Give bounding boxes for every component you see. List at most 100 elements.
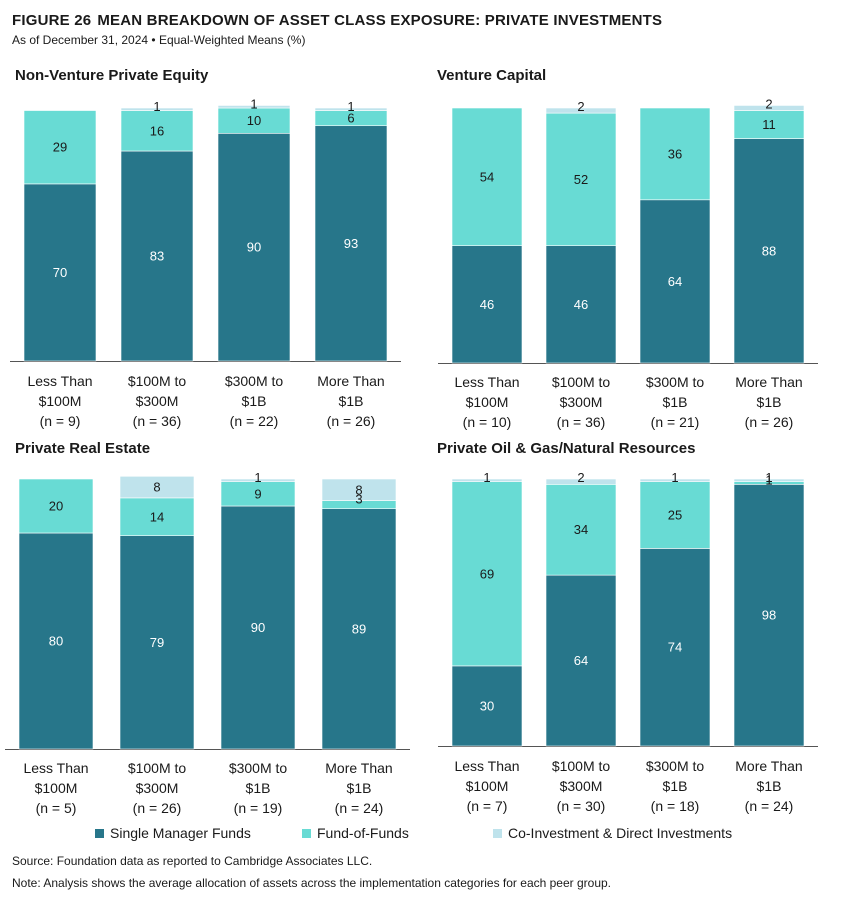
bar-segment-co-investment: [733, 478, 805, 482]
category-tick-label: $100M to: [552, 374, 611, 390]
data-label-fund-of-funds: 16: [150, 123, 164, 138]
category-count-label: (n = 5): [36, 800, 77, 816]
data-label-co-investment: 1: [765, 470, 772, 485]
bar-segment-single-manager: [451, 245, 523, 364]
category-tick-label: $1B: [339, 393, 364, 409]
data-label-single-manager: 46: [574, 297, 588, 312]
category-tick-label: Less Than: [23, 760, 88, 776]
legend-item-fund-of-funds: Fund-of-Funds: [302, 825, 409, 841]
legend-swatch-co-investment: [493, 828, 502, 838]
figure-subtitle: As of December 31, 2024 • Equal-Weighted…: [12, 33, 306, 47]
footer-source: Source: Foundation data as reported to C…: [12, 854, 373, 868]
category-tick-label: $1B: [663, 394, 688, 410]
category-count-label: (n = 30): [557, 798, 606, 814]
bar-segment-single-manager: [23, 183, 97, 362]
data-label-co-investment: 1: [483, 470, 490, 485]
category-tick-label: $1B: [757, 394, 782, 410]
data-label-co-investment: 8: [153, 480, 160, 495]
bar-segment-fund-of-funds: [733, 110, 805, 139]
data-label-fund-of-funds: 3: [355, 492, 362, 507]
bar-segment-co-investment: [451, 478, 523, 482]
data-label-single-manager: 30: [480, 698, 494, 713]
footer-note: Note: Analysis shows the average allocat…: [12, 876, 611, 890]
category-tick-label: $300M: [136, 780, 179, 796]
category-count-label: (n = 22): [230, 413, 279, 429]
data-label-single-manager: 74: [668, 640, 682, 655]
category-count-label: (n = 24): [335, 800, 384, 816]
data-label-co-investment: 1: [347, 99, 354, 114]
data-label-fund-of-funds: 69: [480, 566, 494, 581]
bar-segment-co-investment: [120, 107, 194, 111]
category-tick-label: $300M to: [225, 373, 284, 389]
data-label-single-manager: 46: [480, 297, 494, 312]
data-label-fund-of-funds: 54: [480, 169, 494, 184]
category-count-label: (n = 21): [651, 414, 700, 430]
panel-title-venture-capital: Venture Capital: [437, 67, 547, 84]
bar-segment-co-investment: [321, 478, 397, 501]
data-label-fund-of-funds: 14: [150, 509, 164, 524]
category-tick-label: $100M: [39, 393, 82, 409]
legend-swatch-fund-of-funds: [302, 828, 311, 838]
category-count-label: (n = 9): [40, 413, 81, 429]
legend-item-single-manager: Single Manager Funds: [95, 825, 251, 841]
data-label-co-investment: 2: [577, 99, 584, 114]
data-label-single-manager: 64: [574, 653, 588, 668]
bar-segment-single-manager: [733, 138, 805, 364]
category-tick-label: $100M to: [128, 373, 187, 389]
data-label-single-manager: 79: [150, 635, 164, 650]
category-tick-label: $1B: [757, 778, 782, 794]
figure-title: FIGURE 26 MEAN BREAKDOWN OF ASSET CLASS E…: [12, 12, 662, 29]
bar-segment-single-manager: [545, 245, 617, 364]
legend: Single Manager Funds Fund-of-Funds Co-In…: [0, 825, 852, 845]
panel-title-non-venture-pe: Non-Venture Private Equity: [15, 67, 209, 84]
data-label-single-manager: 88: [762, 243, 776, 258]
category-tick-label: $300M: [136, 393, 179, 409]
data-label-fund-of-funds: 34: [574, 522, 588, 537]
category-count-label: (n = 36): [557, 414, 606, 430]
legend-label-co-investment: Co-Investment & Direct Investments: [508, 825, 733, 841]
category-tick-label: $1B: [246, 780, 271, 796]
data-label-single-manager: 83: [150, 249, 164, 264]
bar-segment-single-manager: [120, 150, 194, 362]
data-label-single-manager: 64: [668, 274, 682, 289]
category-tick-label: $100M to: [552, 758, 611, 774]
data-label-fund-of-funds: 9: [254, 486, 261, 501]
bar-segment-co-investment: [545, 107, 617, 114]
category-count-label: (n = 7): [467, 798, 508, 814]
bar-segment-co-investment: [119, 475, 195, 499]
category-count-label: (n = 26): [133, 800, 182, 816]
bar-segment-co-investment: [220, 478, 296, 483]
bar-segment-fund-of-funds: [120, 110, 194, 152]
bar-segment-single-manager: [119, 535, 195, 750]
category-tick-label: $1B: [242, 393, 267, 409]
legend-item-co-investment: Co-Investment & Direct Investments: [493, 825, 732, 841]
category-count-label: (n = 24): [745, 798, 794, 814]
data-label-fund-of-funds: 10: [247, 113, 261, 128]
bar-segment-single-manager: [314, 125, 388, 362]
category-tick-label: Less Than: [454, 374, 519, 390]
panel-title-private-real-estate: Private Real Estate: [15, 440, 151, 457]
category-tick-label: More Than: [735, 758, 802, 774]
data-label-fund-of-funds: 29: [53, 140, 67, 155]
data-label-single-manager: 98: [762, 608, 776, 623]
bar-segment-fund-of-funds: [639, 481, 711, 549]
data-label-fund-of-funds: 25: [668, 508, 682, 523]
bar-segment-fund-of-funds: [451, 481, 523, 667]
bar-segment-fund-of-funds: [545, 112, 617, 247]
bar-segment-single-manager: [220, 505, 296, 750]
data-label-fund-of-funds: 1: [765, 473, 772, 488]
data-label-single-manager: 89: [352, 621, 366, 636]
category-tick-label: $300M to: [646, 374, 705, 390]
category-tick-label: $1B: [663, 778, 688, 794]
bar-segment-co-investment: [733, 105, 805, 111]
category-count-label: (n = 19): [234, 800, 283, 816]
bar-segment-fund-of-funds: [217, 107, 291, 134]
category-tick-label: $1B: [347, 780, 372, 796]
legend-label-single-manager: Single Manager Funds: [110, 825, 251, 841]
legend-label-fund-of-funds: Fund-of-Funds: [317, 825, 409, 841]
data-label-fund-of-funds: 52: [574, 172, 588, 187]
data-label-co-investment: 1: [254, 470, 261, 485]
bar-segment-single-manager: [545, 574, 617, 747]
category-tick-label: More Than: [735, 374, 802, 390]
bar-segment-single-manager: [639, 548, 711, 747]
